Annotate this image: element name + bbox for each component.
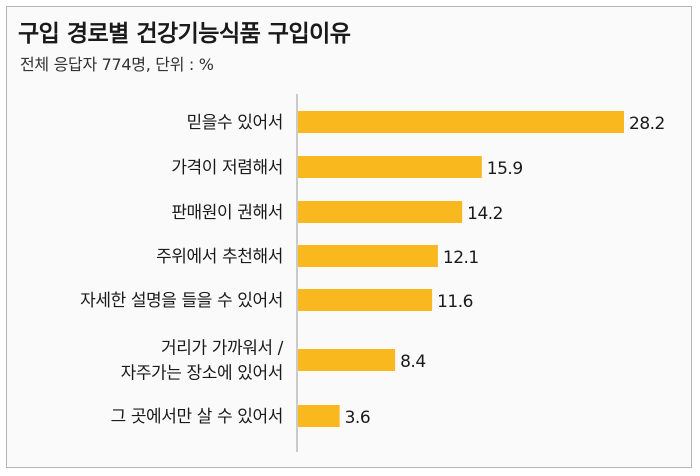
- value-label: 14.2: [467, 204, 503, 224]
- category-label: 믿을수 있어서: [187, 113, 283, 133]
- category-label: 가격이 저렴해서: [171, 158, 283, 178]
- chart-title: 구입 경로별 건강기능식품 구입이유: [18, 21, 351, 47]
- value-label: 11.6: [437, 292, 473, 312]
- bar: [298, 245, 438, 267]
- category-label: 판매원이 권해서: [171, 203, 283, 223]
- value-label: 8.4: [400, 352, 426, 372]
- value-labels-group: 28.2 15.9 14.2 12.1 11.6 8.4 3.6: [345, 114, 666, 428]
- value-label: 12.1: [443, 248, 479, 268]
- bar: [298, 156, 482, 178]
- category-label: 그 곳에서만 살 수 있어서: [111, 407, 283, 427]
- bar: [298, 405, 340, 427]
- bar: [298, 201, 463, 223]
- chart-frame: [6, 6, 692, 468]
- value-label: 15.9: [487, 159, 523, 179]
- category-label: 거리가 가까워서 /: [161, 339, 284, 359]
- bars-group: [298, 111, 624, 427]
- value-label: 3.6: [345, 408, 371, 428]
- bar: [298, 289, 433, 311]
- category-label: 자세한 설명을 들을 수 있어서: [80, 291, 283, 311]
- chart-subtitle: 전체 응답자 774명, 단위 : %: [20, 55, 214, 74]
- value-label: 28.2: [629, 114, 665, 134]
- bar: [298, 111, 624, 133]
- bar: [298, 349, 396, 371]
- category-label: 주위에서 추천해서: [156, 247, 283, 267]
- category-label: 자주가는 장소에 있어서: [121, 364, 283, 384]
